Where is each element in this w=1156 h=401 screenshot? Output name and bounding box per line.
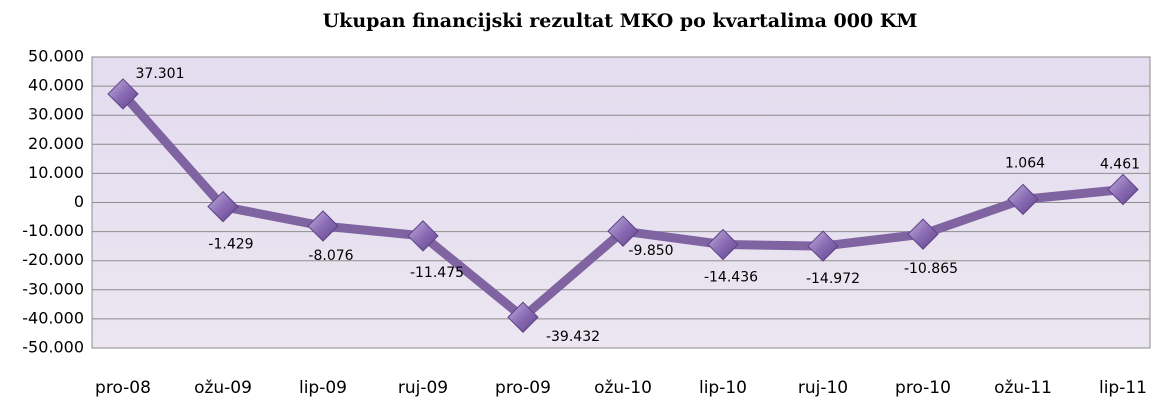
- y-tick-label: -20.000: [22, 250, 84, 269]
- x-tick-label: ruj-10: [798, 378, 848, 398]
- x-tick-label: pro-08: [95, 378, 151, 398]
- y-tick-label: -50.000: [22, 338, 84, 357]
- data-label: -9.850: [628, 243, 673, 259]
- marker: [307, 210, 339, 242]
- data-label: 4.461: [1100, 157, 1140, 173]
- marker: [907, 218, 939, 250]
- data-label: -39.432: [546, 329, 600, 345]
- marker: [507, 301, 539, 333]
- marker: [207, 190, 239, 223]
- marker: [407, 220, 439, 252]
- x-tick-label: pro-10: [895, 378, 951, 398]
- data-label: -1.429: [208, 237, 253, 253]
- marker: [1007, 183, 1039, 216]
- data-label: -10.865: [904, 261, 958, 277]
- data-label: -14.436: [704, 270, 758, 286]
- x-tick-label: ožu-10: [594, 378, 652, 398]
- x-tick-label: lip-11: [1099, 378, 1147, 398]
- marker: [107, 78, 139, 110]
- data-label: -11.475: [410, 265, 464, 281]
- x-tick-label: lip-10: [699, 378, 747, 398]
- y-tick-label: 30.000: [28, 105, 84, 124]
- y-tick-label: -10.000: [22, 221, 84, 240]
- y-tick-label: 0: [74, 192, 84, 211]
- y-tick-label: -30.000: [22, 279, 84, 298]
- x-tick-label: ruj-09: [398, 378, 448, 398]
- x-tick-label: ožu-11: [994, 378, 1052, 398]
- y-tick-label: 20.000: [28, 134, 84, 153]
- data-label: 37.301: [136, 66, 185, 82]
- marker: [607, 215, 639, 247]
- y-tick-label: 50.000: [28, 47, 84, 66]
- data-label: -14.972: [806, 271, 860, 287]
- x-tick-label: lip-09: [299, 378, 347, 398]
- x-tick-label: pro-09: [495, 378, 551, 398]
- y-tick-label: 10.000: [28, 163, 84, 182]
- x-tick-label: ožu-09: [194, 378, 252, 398]
- marker: [707, 228, 739, 261]
- marker: [807, 230, 839, 262]
- data-label: -8.076: [308, 248, 353, 264]
- data-label: 1.064: [1005, 155, 1045, 171]
- y-tick-label: 40.000: [28, 76, 84, 95]
- chart-title: Ukupan financijski rezultat MKO po kvart…: [323, 10, 918, 32]
- y-tick-label: -40.000: [22, 308, 84, 327]
- marker: [1107, 173, 1139, 206]
